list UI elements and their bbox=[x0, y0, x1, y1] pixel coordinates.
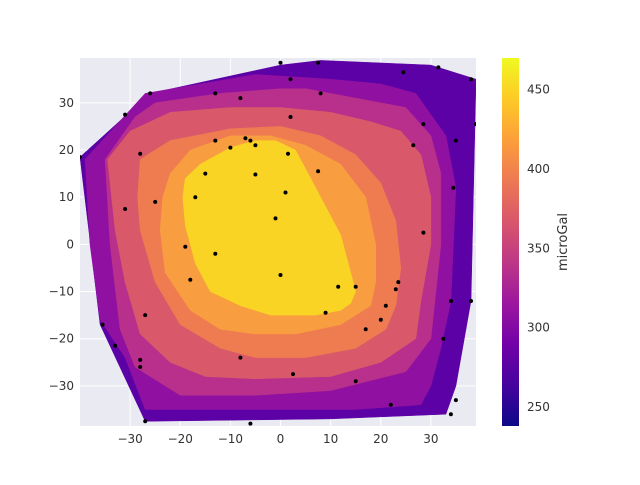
data-point bbox=[153, 199, 158, 204]
data-point bbox=[113, 343, 118, 348]
x-tick-label: 10 bbox=[323, 432, 338, 446]
data-point bbox=[441, 336, 446, 341]
data-point bbox=[138, 365, 143, 369]
data-points bbox=[80, 60, 476, 426]
contour-fills bbox=[80, 60, 476, 422]
data-point bbox=[469, 77, 473, 82]
x-tick-label: 20 bbox=[373, 432, 388, 446]
data-point bbox=[238, 355, 243, 360]
data-point bbox=[363, 327, 368, 332]
x-tick-label: 30 bbox=[423, 432, 438, 446]
data-point bbox=[336, 284, 341, 289]
data-point bbox=[453, 398, 458, 403]
colorbar bbox=[502, 58, 519, 426]
data-point bbox=[138, 357, 143, 362]
x-tick-label: −10 bbox=[218, 432, 243, 446]
data-point bbox=[288, 77, 293, 82]
data-point bbox=[353, 284, 358, 289]
data-point bbox=[323, 310, 328, 315]
data-point bbox=[213, 251, 218, 256]
x-tick-label: −30 bbox=[117, 432, 142, 446]
data-point bbox=[193, 195, 198, 200]
data-point bbox=[451, 185, 456, 190]
data-point bbox=[286, 151, 290, 156]
data-point bbox=[283, 190, 288, 195]
y-tick-label: 30 bbox=[59, 96, 74, 110]
data-point bbox=[278, 273, 283, 277]
data-point bbox=[123, 207, 128, 211]
data-point bbox=[253, 143, 258, 148]
data-point bbox=[453, 138, 458, 143]
data-point bbox=[188, 277, 193, 282]
data-point bbox=[278, 60, 283, 65]
y-tick-label: −20 bbox=[49, 332, 74, 346]
colorbar-label: microGal bbox=[556, 213, 571, 271]
y-tick-label: 0 bbox=[66, 237, 74, 251]
data-point bbox=[401, 70, 406, 75]
data-point bbox=[316, 169, 321, 174]
x-tick-label: 0 bbox=[277, 432, 285, 446]
data-point bbox=[469, 299, 473, 303]
data-point bbox=[143, 313, 148, 318]
data-point bbox=[213, 91, 218, 96]
data-point bbox=[253, 172, 258, 177]
y-tick-label: 20 bbox=[59, 143, 74, 157]
data-point bbox=[316, 60, 321, 65]
data-point bbox=[288, 115, 293, 119]
colorbar-tick-label: 350 bbox=[527, 241, 550, 255]
data-point bbox=[238, 96, 243, 101]
data-point bbox=[248, 138, 253, 143]
colorbar-tick-label: 450 bbox=[527, 83, 550, 97]
data-point bbox=[474, 122, 476, 127]
data-point bbox=[393, 287, 398, 292]
x-axis-ticks: −30 −20 −10 0 10 20 30 bbox=[117, 432, 438, 446]
data-point bbox=[421, 122, 426, 127]
colorbar-tick-label: 300 bbox=[527, 321, 550, 335]
data-point bbox=[213, 138, 218, 143]
data-point bbox=[448, 299, 453, 303]
data-point bbox=[228, 145, 233, 150]
data-point bbox=[203, 171, 208, 176]
data-point bbox=[123, 112, 128, 117]
data-point bbox=[436, 65, 441, 70]
data-point bbox=[396, 280, 401, 285]
data-point bbox=[143, 419, 148, 424]
data-point bbox=[100, 322, 105, 327]
colorbar-tick-label: 250 bbox=[527, 400, 550, 414]
data-point bbox=[353, 379, 358, 384]
colorbar-tick-label: 400 bbox=[527, 162, 550, 176]
data-point bbox=[80, 155, 82, 160]
data-point bbox=[273, 216, 278, 221]
data-point bbox=[243, 136, 248, 141]
colorbar-ticks: 250 300 350 400 450 bbox=[527, 83, 550, 414]
data-point bbox=[318, 91, 323, 96]
data-point bbox=[291, 372, 295, 377]
contour-level-450 bbox=[182, 140, 356, 316]
data-point bbox=[378, 317, 383, 322]
y-tick-label: −30 bbox=[49, 379, 74, 393]
y-axis-ticks: −30 −20 −10 0 10 20 30 bbox=[49, 96, 74, 393]
data-point bbox=[388, 402, 393, 407]
data-point bbox=[448, 412, 453, 417]
y-tick-label: −10 bbox=[49, 285, 74, 299]
data-point bbox=[183, 244, 188, 249]
y-tick-label: 10 bbox=[59, 190, 74, 204]
data-point bbox=[248, 421, 253, 426]
data-point bbox=[138, 151, 143, 156]
data-point bbox=[383, 303, 388, 308]
x-tick-label: −20 bbox=[168, 432, 193, 446]
data-point bbox=[411, 143, 416, 148]
data-point bbox=[148, 91, 153, 96]
data-point bbox=[421, 230, 426, 235]
